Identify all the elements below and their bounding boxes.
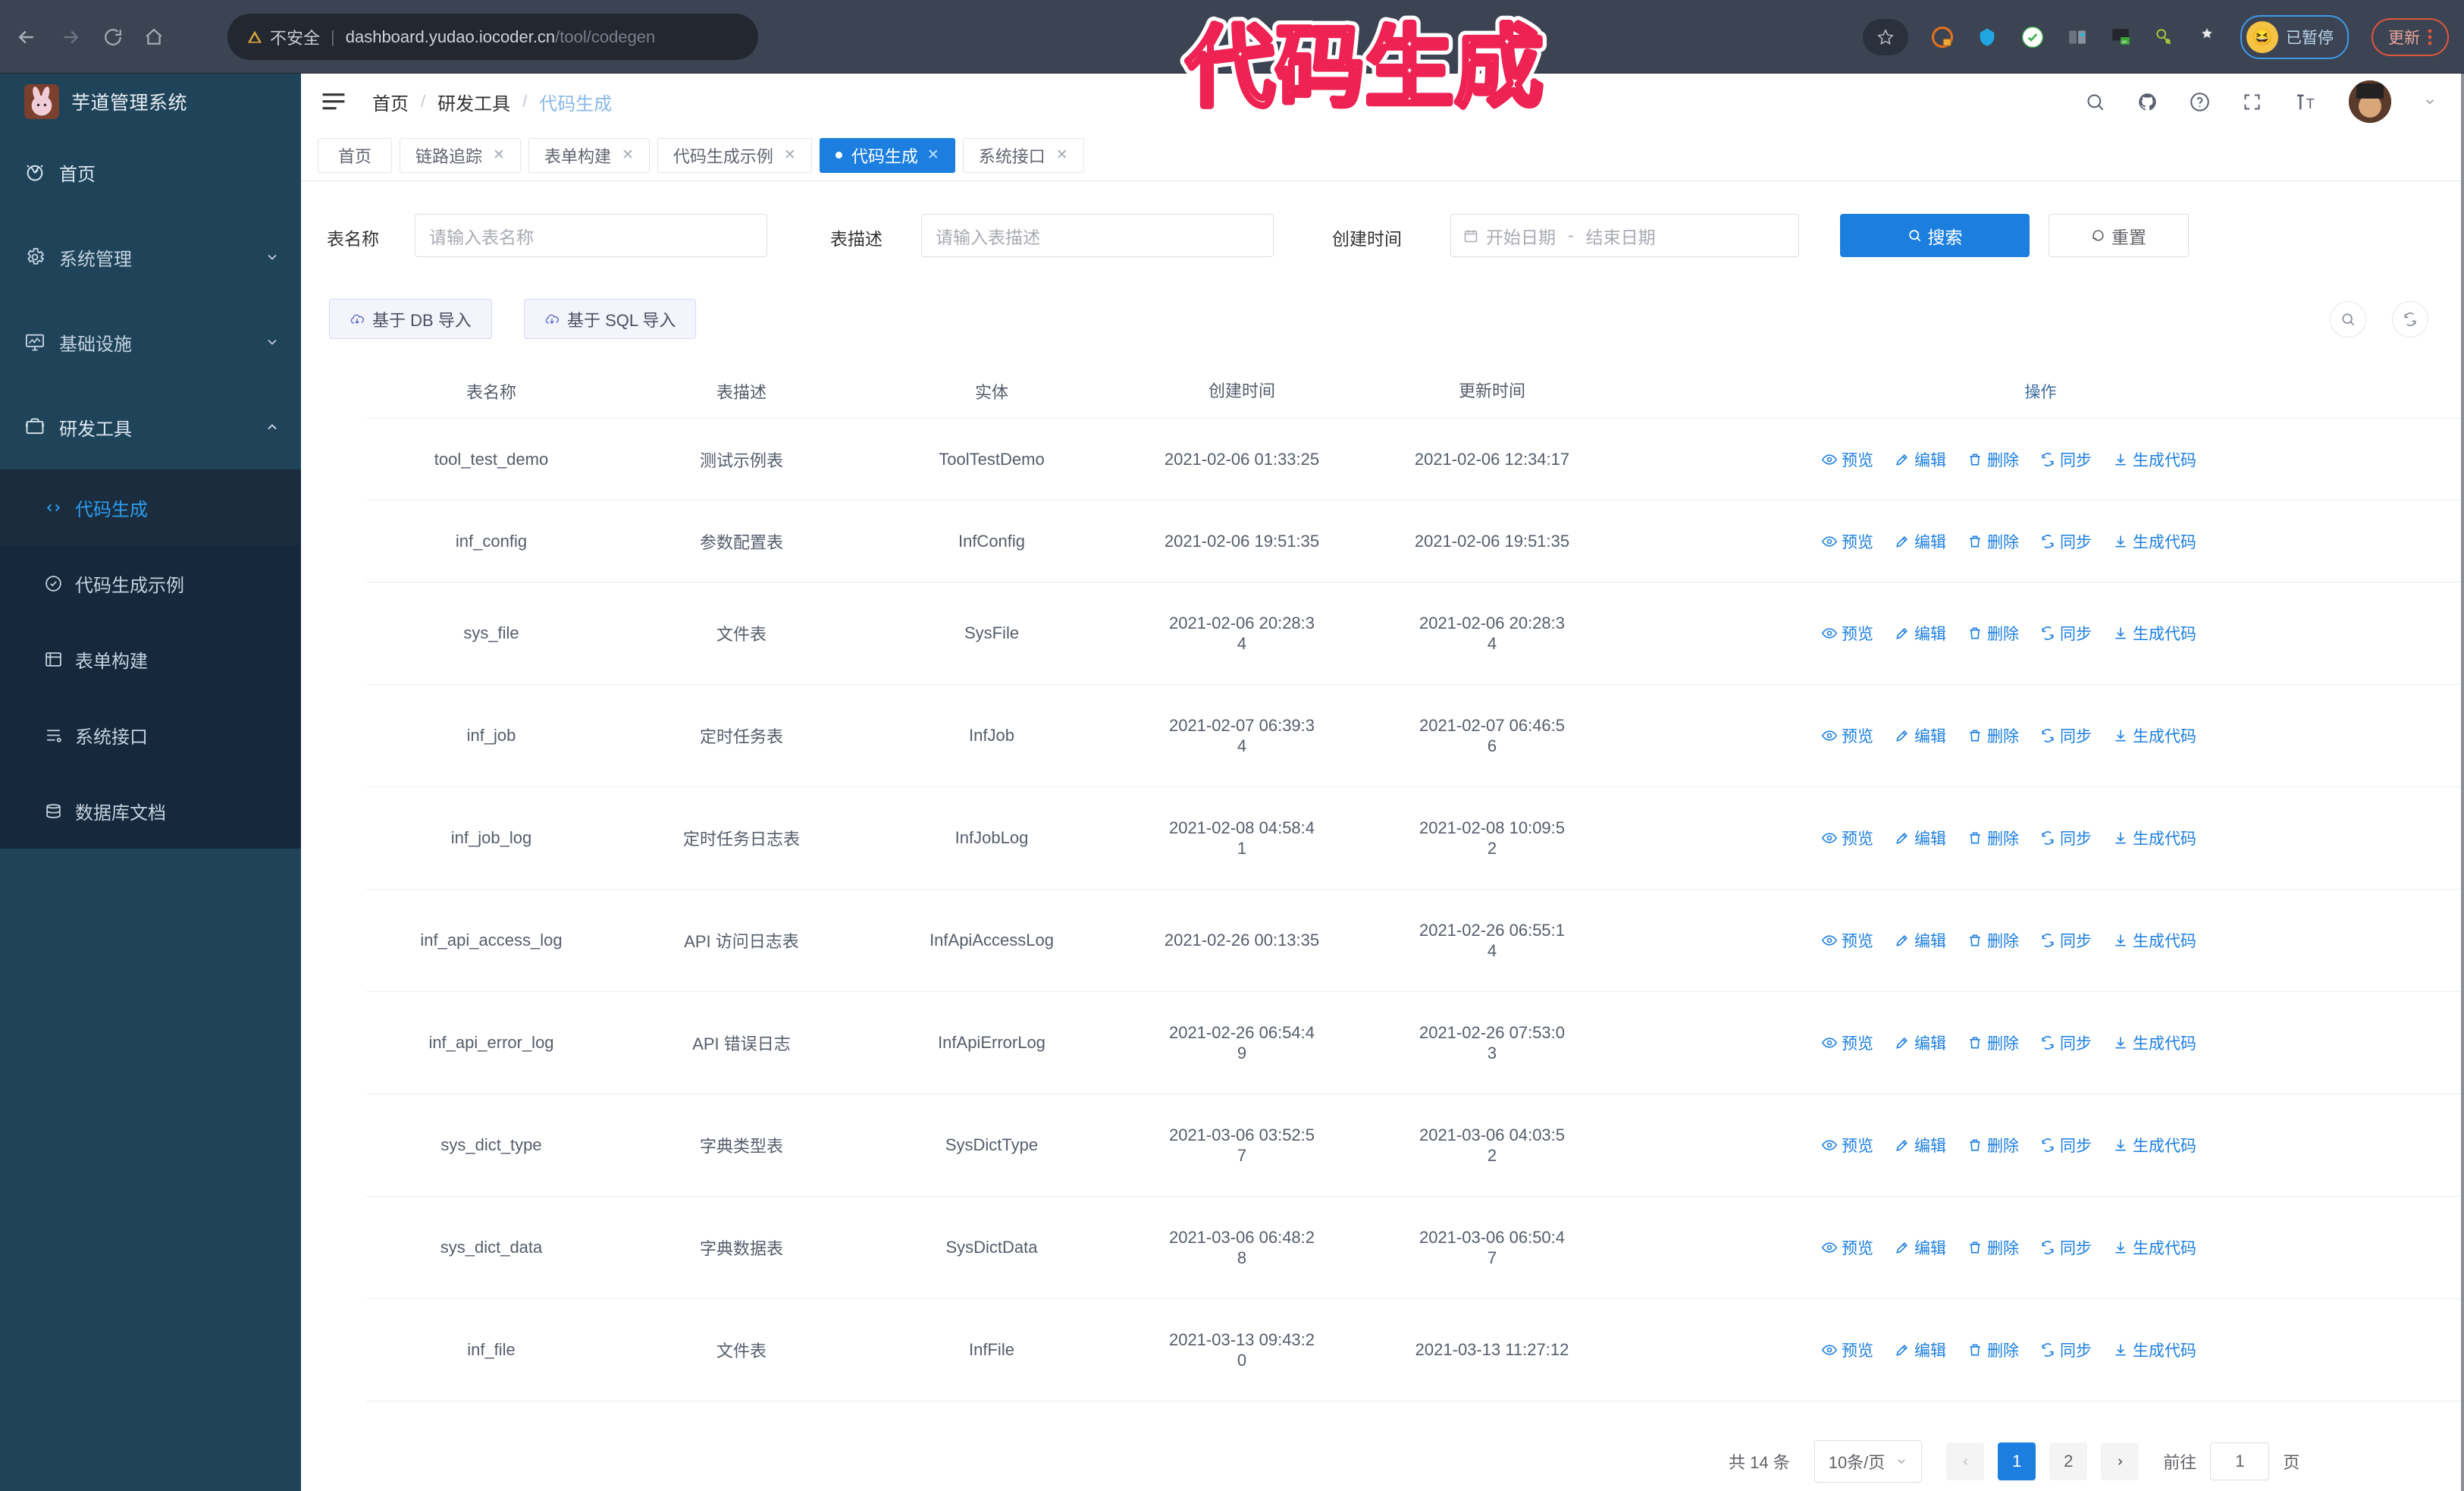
svg-text:代码生成: 代码生成 bbox=[1185, 18, 1544, 116]
svg-text:T: T bbox=[2306, 96, 2315, 111]
svg-text:on: on bbox=[2121, 39, 2127, 44]
